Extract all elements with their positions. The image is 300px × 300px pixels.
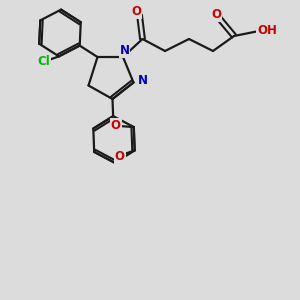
- Text: OH: OH: [257, 23, 277, 37]
- Text: N: N: [119, 44, 130, 57]
- Text: N: N: [138, 74, 148, 88]
- Text: Cl: Cl: [37, 55, 50, 68]
- Text: O: O: [111, 119, 121, 132]
- Text: O: O: [211, 8, 221, 22]
- Text: O: O: [131, 5, 142, 18]
- Text: O: O: [115, 150, 125, 163]
